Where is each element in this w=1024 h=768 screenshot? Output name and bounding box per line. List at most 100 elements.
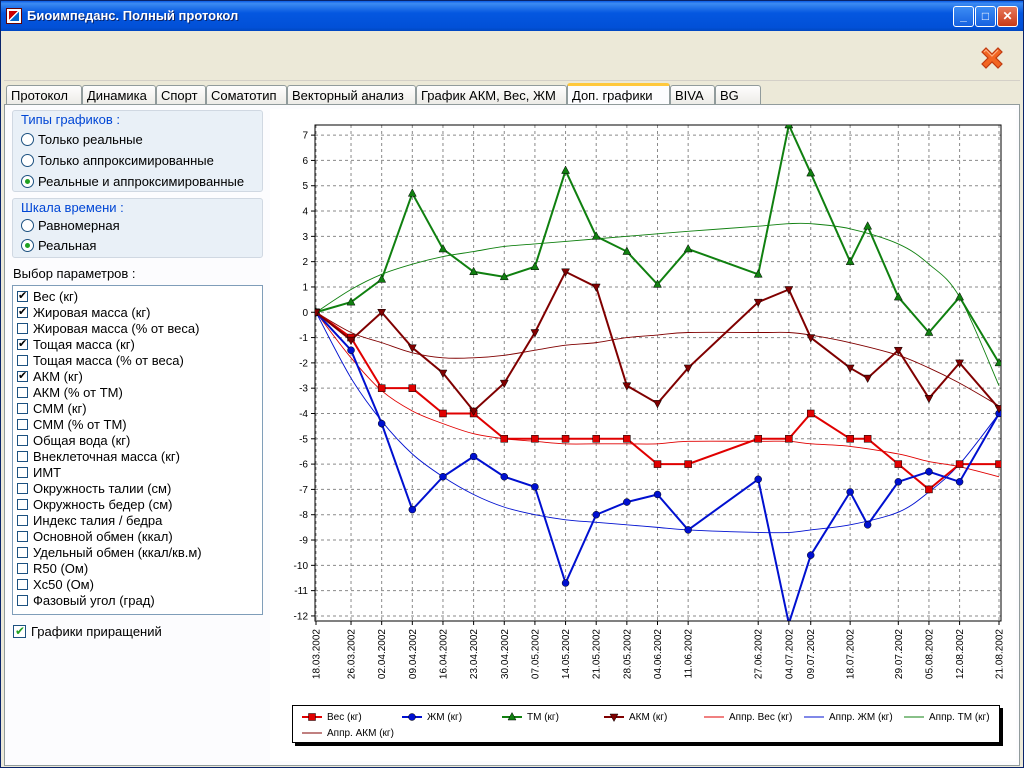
checkbox-icon[interactable] (17, 514, 28, 526)
checkbox-icon[interactable] (17, 578, 28, 590)
tab-1[interactable]: Протокол (6, 85, 82, 105)
checkbox-icon[interactable] (17, 354, 28, 366)
param-label: СММ (% от ТМ) (33, 416, 127, 432)
title-bar[interactable]: Биоимпеданс. Полный протокол _ □ ✕ (1, 1, 1023, 31)
maximize-button[interactable]: □ (975, 6, 996, 27)
data-point (592, 435, 600, 443)
data-point (377, 309, 387, 318)
checkbox-icon[interactable] (17, 289, 28, 302)
data-point (845, 256, 855, 265)
radio-icon[interactable] (21, 154, 34, 167)
param-label: Фазовый угол (град) (33, 592, 155, 608)
tab-7[interactable]: Доп. графики (567, 83, 670, 106)
radio-label: Только аппроксимированные (38, 153, 214, 168)
param-item[interactable]: Удельный обмен (ккал/кв.м) (17, 544, 202, 560)
legend-item: Аппр. АКМ (кг) (301, 726, 394, 740)
param-item[interactable]: Внеклеточная масса (кг) (17, 448, 180, 464)
param-label: Жировая масса (% от веса) (33, 320, 200, 336)
legend-item: Аппр. Вес (кг) (703, 710, 792, 724)
param-item[interactable]: Xc50 (Ом) (17, 576, 94, 592)
tab-6[interactable]: График АКМ, Вес, ЖМ (416, 85, 567, 105)
radio-approx-only[interactable]: Только аппроксимированные (21, 153, 214, 168)
legend-label: ТМ (кг) (527, 711, 559, 723)
y-tick-label: 0 (302, 308, 308, 319)
checkbox-icon[interactable] (17, 498, 28, 510)
data-point (785, 435, 793, 443)
checkbox-icon[interactable] (13, 624, 26, 638)
radio-icon[interactable] (21, 133, 34, 146)
checkbox-icon[interactable] (17, 546, 28, 558)
radio-icon[interactable] (21, 239, 34, 252)
param-item[interactable]: АКМ (% от ТМ) (17, 384, 123, 400)
param-item[interactable]: ИМТ (17, 464, 61, 480)
checkbox-icon[interactable] (17, 594, 28, 606)
checkbox-icon[interactable] (17, 322, 28, 334)
data-point (995, 460, 1001, 468)
checkbox-icon[interactable] (17, 305, 28, 318)
checkbox-icon[interactable] (17, 530, 28, 542)
param-item[interactable]: Вес (кг) (17, 288, 78, 304)
increment-charts-checkbox[interactable]: Графики приращений (13, 624, 162, 639)
checkbox-icon[interactable] (17, 402, 28, 414)
param-item[interactable]: Жировая масса (кг) (17, 304, 150, 320)
x-tick-label: 12.08.2002 (955, 629, 966, 679)
minimize-button[interactable]: _ (953, 6, 974, 27)
x-tick-label: 28.05.2002 (622, 629, 633, 679)
checkbox-icon[interactable] (17, 466, 28, 478)
param-item[interactable]: R50 (Ом) (17, 560, 88, 576)
checkbox-icon[interactable] (17, 337, 28, 350)
data-point (438, 243, 448, 253)
legend-label: АКМ (кг) (629, 711, 668, 723)
radio-uniform[interactable]: Равномерная (21, 218, 120, 233)
radio-real-and-approx[interactable]: Реальные и аппроксимированные (21, 174, 244, 189)
param-item[interactable]: Жировая масса (% от веса) (17, 320, 199, 336)
radio-label: Реальная (38, 238, 97, 253)
param-item[interactable]: СММ (% от ТМ) (17, 416, 127, 432)
param-item[interactable]: Окружность бедер (см) (17, 496, 172, 512)
legend-item: Аппр. ТМ (кг) (903, 710, 990, 724)
legend-label: ЖМ (кг) (427, 711, 463, 723)
radio-real-only[interactable]: Только реальные (21, 132, 143, 147)
x-tick-label: 09.07.2002 (806, 629, 817, 679)
checkbox-icon[interactable] (17, 562, 28, 574)
tab-4[interactable]: Соматотип (206, 85, 287, 105)
checkbox-icon[interactable] (17, 418, 28, 430)
param-item[interactable]: СММ (кг) (17, 400, 87, 416)
params-list[interactable]: Вес (кг)Жировая масса (кг)Жировая масса … (12, 285, 263, 615)
data-point (753, 298, 763, 308)
checkbox-icon[interactable] (17, 369, 28, 382)
param-item[interactable]: Фазовый угол (град) (17, 592, 155, 608)
data-point (846, 488, 854, 496)
param-item[interactable]: Общая вода (кг) (17, 432, 130, 448)
data-point (592, 510, 600, 519)
data-point (955, 478, 964, 486)
y-tick-label: -3 (299, 384, 308, 395)
checkbox-icon[interactable] (17, 434, 28, 446)
close-button[interactable]: ✕ (997, 6, 1018, 27)
tab-9[interactable]: BG (715, 85, 761, 105)
param-item[interactable]: Тощая масса (% от веса) (17, 352, 184, 368)
param-item[interactable]: Окружность талии (см) (17, 480, 171, 496)
param-item[interactable]: Тощая масса (кг) (17, 336, 135, 352)
radio-icon[interactable] (21, 219, 34, 232)
param-item[interactable]: АКМ (кг) (17, 368, 83, 384)
param-item[interactable]: Индекс талия / бедра (17, 512, 162, 528)
tab-3[interactable]: Спорт (156, 85, 206, 105)
exit-icon[interactable] (976, 42, 1008, 74)
legend-label: Вес (кг) (327, 711, 362, 723)
x-tick-label: 02.04.2002 (377, 629, 388, 679)
checkbox-icon[interactable] (17, 450, 28, 462)
radio-real-scale[interactable]: Реальная (21, 238, 96, 253)
tab-5[interactable]: Векторный анализ (287, 85, 416, 105)
x-tick-label: 16.04.2002 (438, 629, 449, 679)
time-scale-title: Шкала времени : (21, 200, 124, 215)
radio-icon[interactable] (21, 175, 34, 188)
tab-2[interactable]: Динамика (82, 85, 156, 105)
param-item[interactable]: Основной обмен (ккал) (17, 528, 173, 544)
checkbox-icon[interactable] (17, 482, 28, 494)
data-point (530, 261, 540, 270)
y-tick-label: 1 (302, 282, 308, 293)
checkbox-icon[interactable] (17, 386, 28, 398)
tab-8[interactable]: BIVA (670, 85, 715, 105)
data-point (863, 435, 872, 443)
